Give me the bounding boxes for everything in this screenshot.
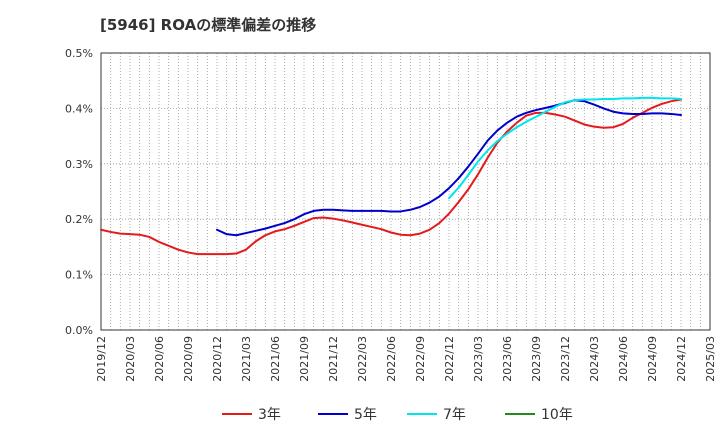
y-axis: 0.0% 0.1% 0.2% 0.3% 0.4% 0.5% bbox=[65, 47, 93, 337]
x-tick-label: 2025/03 bbox=[704, 336, 717, 382]
x-tick-label: 2021/03 bbox=[240, 336, 253, 382]
x-tick-label: 2023/09 bbox=[530, 336, 543, 382]
x-tick-label: 2023/12 bbox=[559, 336, 572, 382]
x-tick-label: 2020/06 bbox=[153, 336, 166, 382]
legend: 3年 5年 7年 10年 bbox=[222, 407, 573, 423]
legend-label: 10年 bbox=[541, 407, 573, 423]
series-lines bbox=[100, 96, 682, 256]
y-tick-label: 0.0% bbox=[65, 324, 93, 337]
x-tick-label: 2022/12 bbox=[443, 336, 456, 382]
x-tick-label: 2024/06 bbox=[617, 336, 630, 382]
x-tick-label: 2023/06 bbox=[501, 336, 514, 382]
series-line-3年 bbox=[100, 98, 682, 256]
x-tick-label: 2024/09 bbox=[646, 336, 659, 382]
x-tick-label: 2024/12 bbox=[675, 336, 688, 382]
x-tick-label: 2020/12 bbox=[211, 336, 224, 382]
x-tick-label: 2021/09 bbox=[298, 336, 311, 382]
x-tick-label: 2021/06 bbox=[269, 336, 282, 382]
plot-frame bbox=[100, 52, 711, 331]
x-tick-label: 2022/06 bbox=[385, 336, 398, 382]
x-tick-label: 2022/03 bbox=[356, 336, 369, 382]
legend-label: 3年 bbox=[258, 407, 281, 423]
plot-area bbox=[101, 53, 710, 330]
y-tick-label: 0.3% bbox=[65, 158, 93, 171]
y-tick-label: 0.1% bbox=[65, 269, 93, 282]
legend-label: 5年 bbox=[354, 407, 377, 423]
series-line-7年 bbox=[448, 96, 682, 200]
x-tick-label: 2020/09 bbox=[182, 336, 195, 382]
x-axis: 2019/12 2020/03 2020/06 2020/09 2020/12 2021/… bbox=[95, 336, 717, 382]
y-tick-label: 0.4% bbox=[65, 102, 93, 115]
y-tick-label: 0.2% bbox=[65, 213, 93, 226]
x-tick-label: 2022/09 bbox=[414, 336, 427, 382]
x-tick-label: 2024/03 bbox=[588, 336, 601, 382]
chart-title: [5946] ROAの標準偏差の推移 bbox=[100, 16, 317, 34]
x-tick-label: 2023/03 bbox=[472, 336, 485, 382]
legend-label: 7年 bbox=[443, 407, 466, 423]
x-tick-label: 2019/12 bbox=[95, 336, 108, 382]
x-tick-label: 2021/12 bbox=[327, 336, 340, 382]
series-line-5年 bbox=[216, 99, 682, 237]
y-tick-label: 0.5% bbox=[65, 47, 93, 60]
x-tick-label: 2020/03 bbox=[124, 336, 137, 382]
